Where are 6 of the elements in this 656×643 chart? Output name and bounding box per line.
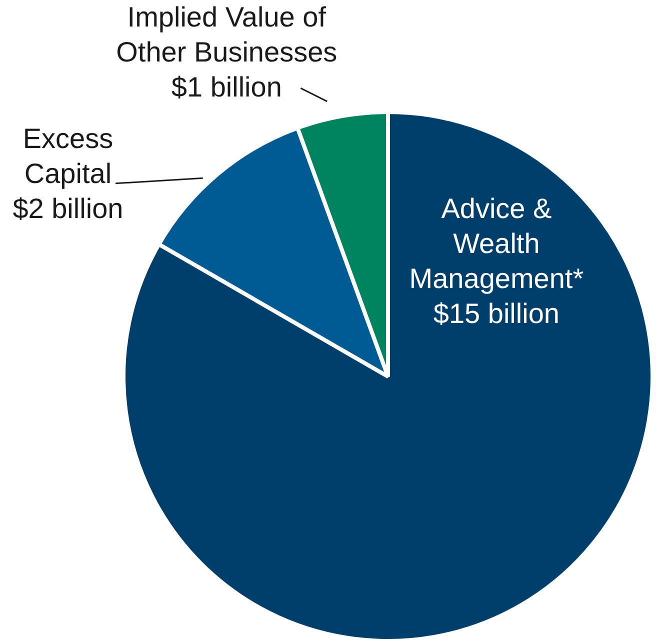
data-label: $1 billion [171,72,282,103]
slice-label: Implied Value of Other Businesses [116,2,338,68]
data-label: $15 billion [433,298,560,329]
data-label: $2 billion [12,193,124,224]
slice-label: Advice & Wealth Management* [409,192,584,294]
slice-label: Excess Capital [22,123,114,190]
